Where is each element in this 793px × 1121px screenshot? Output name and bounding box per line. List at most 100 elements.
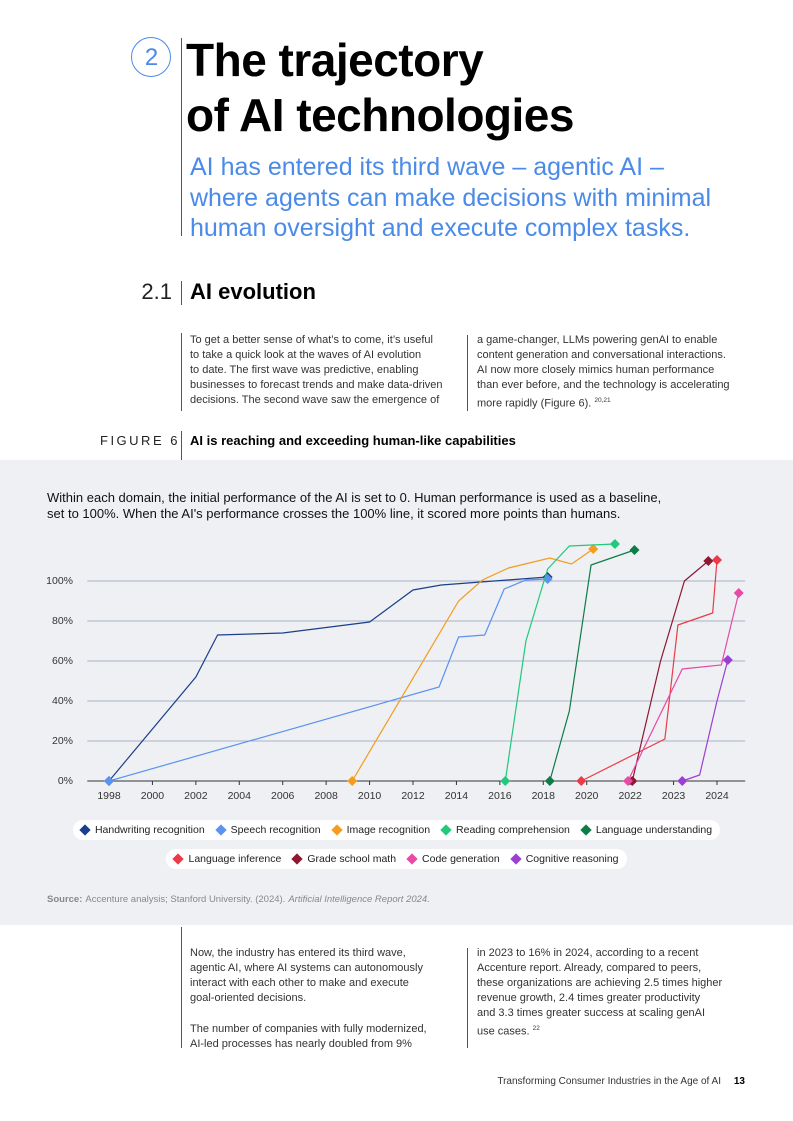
series-line <box>351 548 594 782</box>
body-line: than ever before, and the technology is … <box>477 379 730 391</box>
y-tick-label: 60% <box>52 655 73 667</box>
subtitle-line: where agents can make decisions with min… <box>190 183 712 212</box>
legend-item: Code generation <box>406 853 500 865</box>
body-line: The number of companies with fully moder… <box>190 1023 427 1035</box>
series-line <box>108 576 548 782</box>
legend-label: Language understanding <box>595 824 713 836</box>
legend-item: Image recognition <box>330 824 431 836</box>
x-tick-label: 2008 <box>314 790 338 802</box>
point <box>576 776 587 786</box>
body-line: businesses to forecast trends and make d… <box>190 379 443 391</box>
divider <box>181 333 182 411</box>
point <box>629 545 640 555</box>
point <box>677 776 688 786</box>
divider <box>181 38 182 236</box>
series-line <box>631 560 709 782</box>
legend-marker <box>580 824 592 836</box>
divider <box>467 948 468 1048</box>
legend-marker <box>291 853 303 865</box>
legend-row: Handwriting recognition Speech recognitio… <box>0 820 793 840</box>
body-line: more rapidly (Figure 6). 20,21 <box>477 397 611 410</box>
point <box>703 556 714 566</box>
legend: Handwriting recognition Speech recognitio… <box>72 820 721 840</box>
y-tick-label: 80% <box>52 615 73 627</box>
series-line <box>504 543 615 782</box>
point <box>609 539 620 549</box>
superscript: 22 <box>532 1025 540 1032</box>
point <box>544 776 555 786</box>
body-line: to date. The first wave was predictive, … <box>190 364 419 376</box>
legend-marker <box>330 824 343 836</box>
number-circle <box>131 37 171 77</box>
series-line <box>581 559 718 782</box>
point <box>622 776 633 786</box>
legend-label: Language inference <box>188 853 282 865</box>
point <box>347 776 358 786</box>
x-tick-label: 2022 <box>618 790 642 802</box>
subtitle-line: human oversight and execute complex task… <box>190 214 691 242</box>
series-line <box>108 578 548 782</box>
x-tick-label: 2004 <box>228 790 252 802</box>
chart: 0% 20% 40% 60% 80% 100% 1998 2000 2002 2004 2006 20… <box>46 539 746 802</box>
body-line: to take a quick look at the waves of AI … <box>190 349 422 361</box>
x-tick-label: 2016 <box>488 790 512 802</box>
figure-label: FIGURE 6 <box>100 433 180 448</box>
body-line: goal-oriented decisions. <box>190 992 307 1004</box>
body-line: and 3.3 times greater success at scaling… <box>477 1007 706 1019</box>
body-line: revenue growth, 2.4 times greater produc… <box>477 992 701 1004</box>
x-tick-label: 1998 <box>97 790 121 802</box>
legend-row: Language inference Grade school math Code … <box>0 849 793 869</box>
x-tick-label: 2012 <box>401 790 425 802</box>
series-line <box>627 592 740 782</box>
divider <box>181 927 182 1048</box>
body-line: AI-led processes has nearly doubled from… <box>190 1038 412 1050</box>
body-line: in 2023 to 16% in 2024, according to a r… <box>477 947 699 959</box>
series-line <box>549 549 635 782</box>
body-line: decisions. The second wave saw the emerg… <box>190 394 440 406</box>
title-line: of AI technologies <box>186 89 574 141</box>
point <box>588 544 599 554</box>
section-title: AI evolution <box>190 279 316 304</box>
x-tick-label: 2023 <box>662 790 686 802</box>
source-text: Accenture analysis; Stanford University.… <box>85 894 286 905</box>
point <box>500 776 511 786</box>
point <box>722 655 733 665</box>
legend-label: Image recognition <box>346 824 431 836</box>
body-line: use cases. 22 <box>477 1025 540 1038</box>
legend-label: Grade school math <box>307 853 397 865</box>
legend-marker <box>172 853 185 865</box>
x-tick-label: 2010 <box>358 790 382 802</box>
page-number: 13 <box>733 1076 745 1087</box>
x-tick-label: 2018 <box>532 790 556 802</box>
legend-label: Reading comprehension <box>456 824 570 836</box>
legend-marker <box>215 824 227 836</box>
body-line: a game-changer, LLMs powering genAI to e… <box>477 334 718 346</box>
title-line: The trajectory <box>186 34 484 86</box>
x-tick-label: 2024 <box>705 790 729 802</box>
divider <box>467 335 468 411</box>
legend-marker <box>406 853 418 865</box>
legend: Language inference Grade school math Code … <box>166 849 627 869</box>
body-line: agentic AI, where AI systems can autonom… <box>190 962 423 974</box>
x-tick-label: 2006 <box>271 790 295 802</box>
legend-marker <box>510 853 522 865</box>
legend-item: Grade school math <box>291 853 397 865</box>
legend-item: Language understanding <box>580 824 713 836</box>
source-label: Source: <box>47 894 83 905</box>
y-tick-label: 0% <box>58 775 73 787</box>
divider <box>181 431 182 460</box>
body-line: To get a better sense of what’s to come,… <box>190 334 433 346</box>
y-tick-label: 100% <box>46 575 73 587</box>
legend-item: Speech recognition <box>215 824 321 836</box>
body-line: content generation and conversational in… <box>477 349 726 361</box>
legend-marker <box>79 824 91 836</box>
body-line: Accenture report. Already, compared to p… <box>477 962 702 974</box>
x-tick-label: 2000 <box>141 790 165 802</box>
x-tick-label: 2020 <box>575 790 599 802</box>
subtitle-line: AI has entered its third wave – agentic … <box>190 153 664 181</box>
legend-label: Handwriting recognition <box>94 824 205 836</box>
source-title: Artificial Intelligence Report 2024. <box>288 894 430 905</box>
legend-label: Speech recognition <box>230 824 321 836</box>
legend-marker <box>440 824 452 836</box>
legend-item: Language inference <box>172 853 282 865</box>
